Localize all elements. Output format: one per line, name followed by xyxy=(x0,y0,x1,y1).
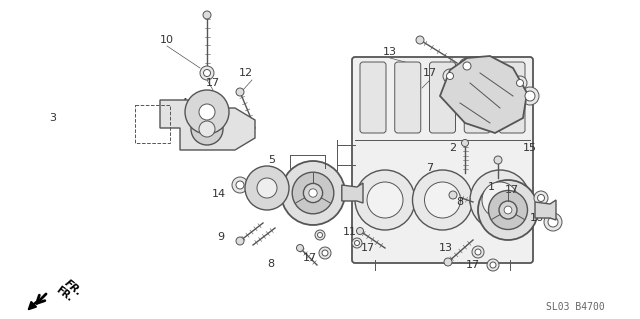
Circle shape xyxy=(367,182,403,218)
Circle shape xyxy=(236,88,244,96)
Circle shape xyxy=(200,66,214,80)
FancyBboxPatch shape xyxy=(360,62,386,133)
Text: 3: 3 xyxy=(49,113,56,123)
Text: FR.: FR. xyxy=(54,285,74,303)
Text: 8: 8 xyxy=(268,259,275,269)
Circle shape xyxy=(513,76,527,90)
Circle shape xyxy=(185,90,229,134)
Circle shape xyxy=(516,79,524,86)
Text: 7: 7 xyxy=(426,163,433,173)
Circle shape xyxy=(355,170,415,230)
Circle shape xyxy=(525,91,535,101)
Text: 13: 13 xyxy=(383,47,397,57)
Circle shape xyxy=(317,233,323,238)
Text: 17: 17 xyxy=(206,78,220,88)
Text: 8: 8 xyxy=(456,197,463,207)
Circle shape xyxy=(413,170,472,230)
Text: 11: 11 xyxy=(343,227,357,237)
Circle shape xyxy=(204,70,211,77)
Circle shape xyxy=(352,238,362,248)
FancyBboxPatch shape xyxy=(429,62,456,133)
FancyBboxPatch shape xyxy=(499,62,525,133)
Text: 5: 5 xyxy=(269,155,275,165)
Polygon shape xyxy=(440,56,527,133)
Circle shape xyxy=(463,62,471,70)
Circle shape xyxy=(424,182,461,218)
Circle shape xyxy=(459,58,475,74)
Circle shape xyxy=(296,244,303,251)
Circle shape xyxy=(315,230,325,240)
Text: FR.: FR. xyxy=(62,278,83,298)
Circle shape xyxy=(482,182,518,218)
Text: 17: 17 xyxy=(303,253,317,263)
Circle shape xyxy=(416,36,424,44)
Circle shape xyxy=(191,113,223,145)
Text: 17: 17 xyxy=(493,92,507,102)
Circle shape xyxy=(292,172,334,214)
Circle shape xyxy=(303,183,323,203)
Circle shape xyxy=(447,72,454,79)
Text: 2: 2 xyxy=(449,143,456,153)
Circle shape xyxy=(487,259,499,271)
Text: 17: 17 xyxy=(466,260,480,270)
Circle shape xyxy=(494,156,502,164)
Text: 9: 9 xyxy=(218,232,225,242)
Circle shape xyxy=(534,191,548,205)
Circle shape xyxy=(257,178,277,198)
Circle shape xyxy=(461,139,468,146)
Circle shape xyxy=(356,227,364,234)
FancyBboxPatch shape xyxy=(464,62,490,133)
Text: 17: 17 xyxy=(423,68,437,78)
Circle shape xyxy=(548,217,558,227)
Circle shape xyxy=(199,121,215,137)
Text: 13: 13 xyxy=(439,243,453,253)
Circle shape xyxy=(490,262,496,268)
Text: 17: 17 xyxy=(505,185,519,195)
Circle shape xyxy=(478,180,538,240)
Circle shape xyxy=(355,241,360,246)
Polygon shape xyxy=(160,100,255,150)
Text: 17: 17 xyxy=(361,243,375,253)
Circle shape xyxy=(475,249,481,255)
Circle shape xyxy=(319,247,331,259)
Circle shape xyxy=(232,177,248,193)
Text: 1: 1 xyxy=(488,182,495,192)
Circle shape xyxy=(488,190,527,229)
Circle shape xyxy=(236,237,244,245)
FancyBboxPatch shape xyxy=(395,62,420,133)
Circle shape xyxy=(309,189,317,197)
Circle shape xyxy=(322,250,328,256)
Text: 15: 15 xyxy=(523,143,537,153)
Text: 10: 10 xyxy=(160,35,174,45)
Circle shape xyxy=(470,170,530,230)
Text: 16: 16 xyxy=(530,213,544,223)
FancyBboxPatch shape xyxy=(352,57,533,263)
Circle shape xyxy=(499,201,517,219)
Circle shape xyxy=(236,181,244,189)
Circle shape xyxy=(443,69,457,83)
Text: 12: 12 xyxy=(239,68,253,78)
Circle shape xyxy=(472,246,484,258)
Circle shape xyxy=(203,11,211,19)
Text: 6: 6 xyxy=(262,173,269,183)
Circle shape xyxy=(444,258,452,266)
Text: SL03 B4700: SL03 B4700 xyxy=(546,302,604,312)
Circle shape xyxy=(449,191,457,199)
Circle shape xyxy=(538,195,545,202)
Circle shape xyxy=(544,213,562,231)
Circle shape xyxy=(199,104,215,120)
Text: 4: 4 xyxy=(180,98,188,108)
Polygon shape xyxy=(535,200,556,220)
Bar xyxy=(135,105,170,143)
Circle shape xyxy=(245,166,289,210)
Polygon shape xyxy=(342,183,363,203)
Circle shape xyxy=(281,161,345,225)
Circle shape xyxy=(504,206,512,214)
Text: 14: 14 xyxy=(212,189,226,199)
Circle shape xyxy=(521,87,539,105)
